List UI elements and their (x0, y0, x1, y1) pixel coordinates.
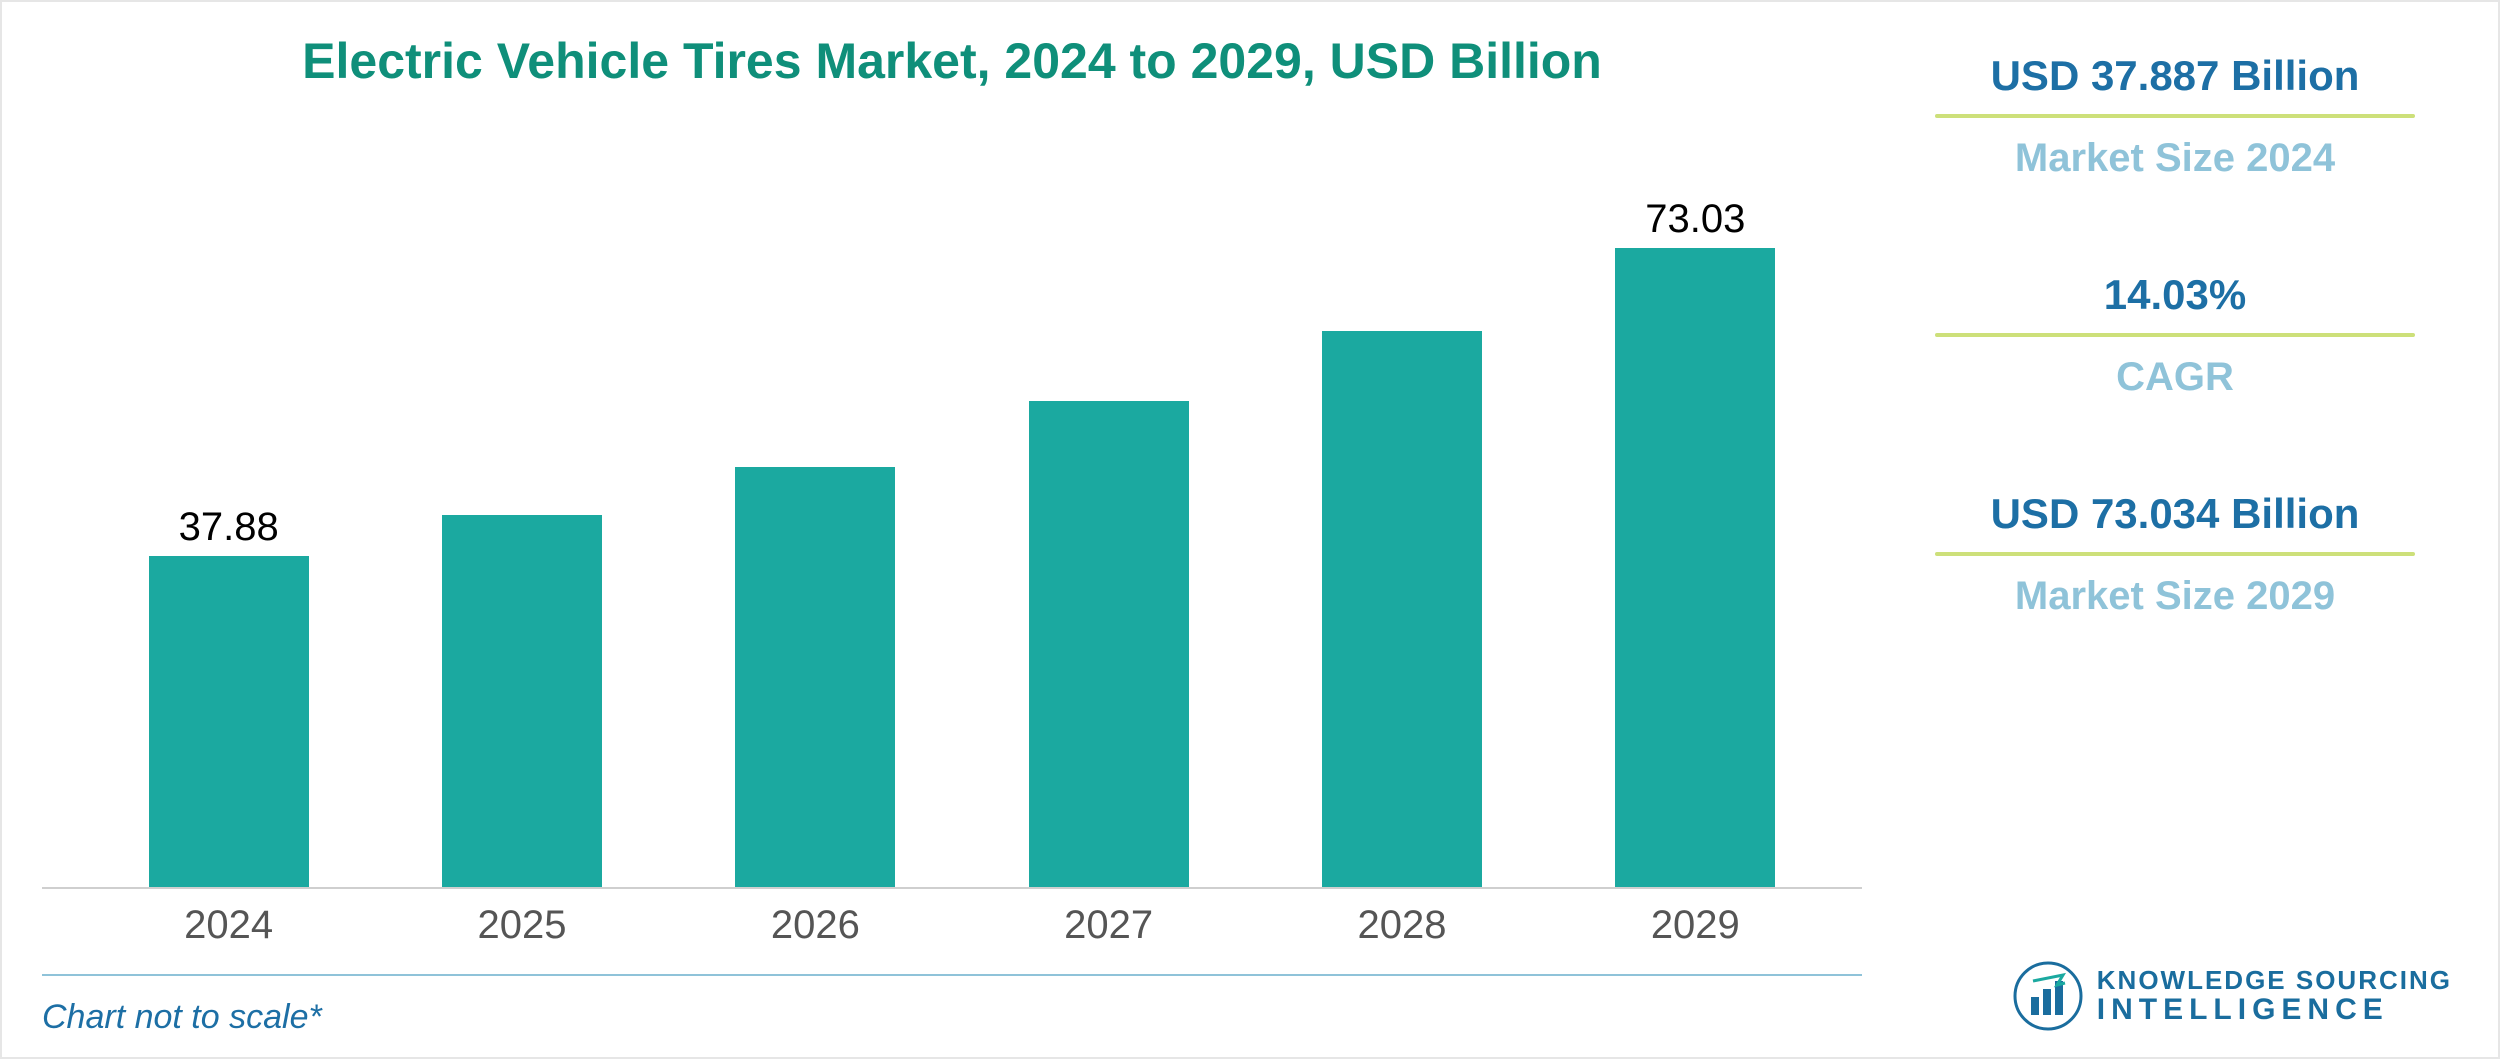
x-tick: 2026 (669, 903, 962, 948)
bar-slot (962, 140, 1255, 887)
bar (735, 467, 895, 887)
chart-card: Electric Vehicle Tires Market, 2024 to 2… (0, 0, 2500, 1059)
bar (149, 556, 309, 887)
brand-logo-text: KNOWLEDGE SOURCING INTELLIGENCE (2097, 967, 2452, 1026)
top-row: Electric Vehicle Tires Market, 2024 to 2… (42, 32, 2458, 1037)
bar (1615, 248, 1775, 887)
stat-block: 14.03% CAGR (1902, 271, 2448, 400)
stat-block: USD 37.887 Billion Market Size 2024 (1902, 52, 2448, 181)
brand-footer: KNOWLEDGE SOURCING INTELLIGENCE (2013, 961, 2452, 1031)
x-tick: 2027 (962, 903, 1255, 948)
stat-underline (1935, 552, 2415, 556)
brand-line2: INTELLIGENCE (2097, 994, 2452, 1026)
x-tick: 2029 (1549, 903, 1842, 948)
section-divider (42, 974, 1862, 976)
stat-label: Market Size 2029 (1902, 574, 2448, 619)
bar (1029, 401, 1189, 887)
chart-footnote: Chart not to scale* (42, 998, 1862, 1037)
stat-underline (1935, 114, 2415, 118)
bar-plot: 37.88 73.03 (42, 100, 1862, 889)
stats-column: USD 37.887 Billion Market Size 2024 14.03%… (1862, 32, 2458, 1037)
stat-value: 14.03% (1902, 271, 2448, 319)
bar-value-label: 73.03 (1645, 197, 1745, 242)
stat-block: USD 73.034 Billion Market Size 2029 (1902, 490, 2448, 619)
bar-slot (669, 140, 962, 887)
bar (1322, 331, 1482, 887)
stat-label: Market Size 2024 (1902, 136, 2448, 181)
chart-title: Electric Vehicle Tires Market, 2024 to 2… (42, 32, 1862, 90)
x-tick: 2025 (375, 903, 668, 948)
stat-underline (1935, 333, 2415, 337)
bar (442, 515, 602, 887)
stat-value: USD 73.034 Billion (1902, 490, 2448, 538)
brand-line1: KNOWLEDGE SOURCING (2097, 967, 2452, 994)
stat-value: USD 37.887 Billion (1902, 52, 2448, 100)
bar-value-label: 37.88 (179, 505, 279, 550)
bar-slot (1255, 140, 1548, 887)
chart-column: Electric Vehicle Tires Market, 2024 to 2… (42, 32, 1862, 1037)
bar-slot: 73.03 (1549, 140, 1842, 887)
x-tick: 2024 (82, 903, 375, 948)
x-tick: 2028 (1255, 903, 1548, 948)
brand-logo-icon (2013, 961, 2083, 1031)
bar-slot: 37.88 (82, 140, 375, 887)
bar-slot (375, 140, 668, 887)
x-axis: 202420252026202720282029 (42, 889, 1862, 948)
stat-label: CAGR (1902, 355, 2448, 400)
